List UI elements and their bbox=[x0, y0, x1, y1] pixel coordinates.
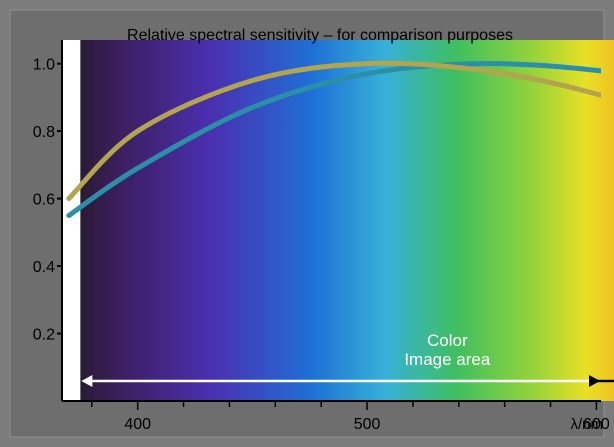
y-tick-label: 1.0 bbox=[33, 57, 55, 74]
x-axis-label: λ/nm bbox=[570, 416, 603, 433]
color-area-label-line2: Image area bbox=[404, 350, 491, 369]
visible-spectrum-band bbox=[80, 40, 614, 401]
y-tick-label: 0.8 bbox=[33, 124, 55, 141]
invisible-arrowhead-right bbox=[589, 375, 600, 387]
y-tick-label: 0.2 bbox=[33, 327, 55, 344]
series-layer bbox=[66, 60, 601, 218]
y-tick-label: 0.4 bbox=[33, 259, 55, 276]
series-line-hd5 bbox=[66, 61, 601, 218]
visible-spectrum bbox=[80, 40, 614, 401]
color-area-arrowhead-left bbox=[81, 375, 93, 387]
color-area-label-line1: Color bbox=[427, 331, 468, 350]
axes: 0.20.40.60.81.0400500600700800λ/nm bbox=[33, 40, 610, 433]
series-line-typical-3cmos bbox=[66, 60, 601, 202]
x-tick-label: 400 bbox=[124, 416, 151, 433]
y-tick-label: 0.6 bbox=[33, 192, 55, 209]
chart-title: Relative spectral sensitivity – for comp… bbox=[127, 27, 513, 44]
x-tick-label: 600 bbox=[583, 416, 610, 433]
x-tick-label: 500 bbox=[354, 416, 381, 433]
